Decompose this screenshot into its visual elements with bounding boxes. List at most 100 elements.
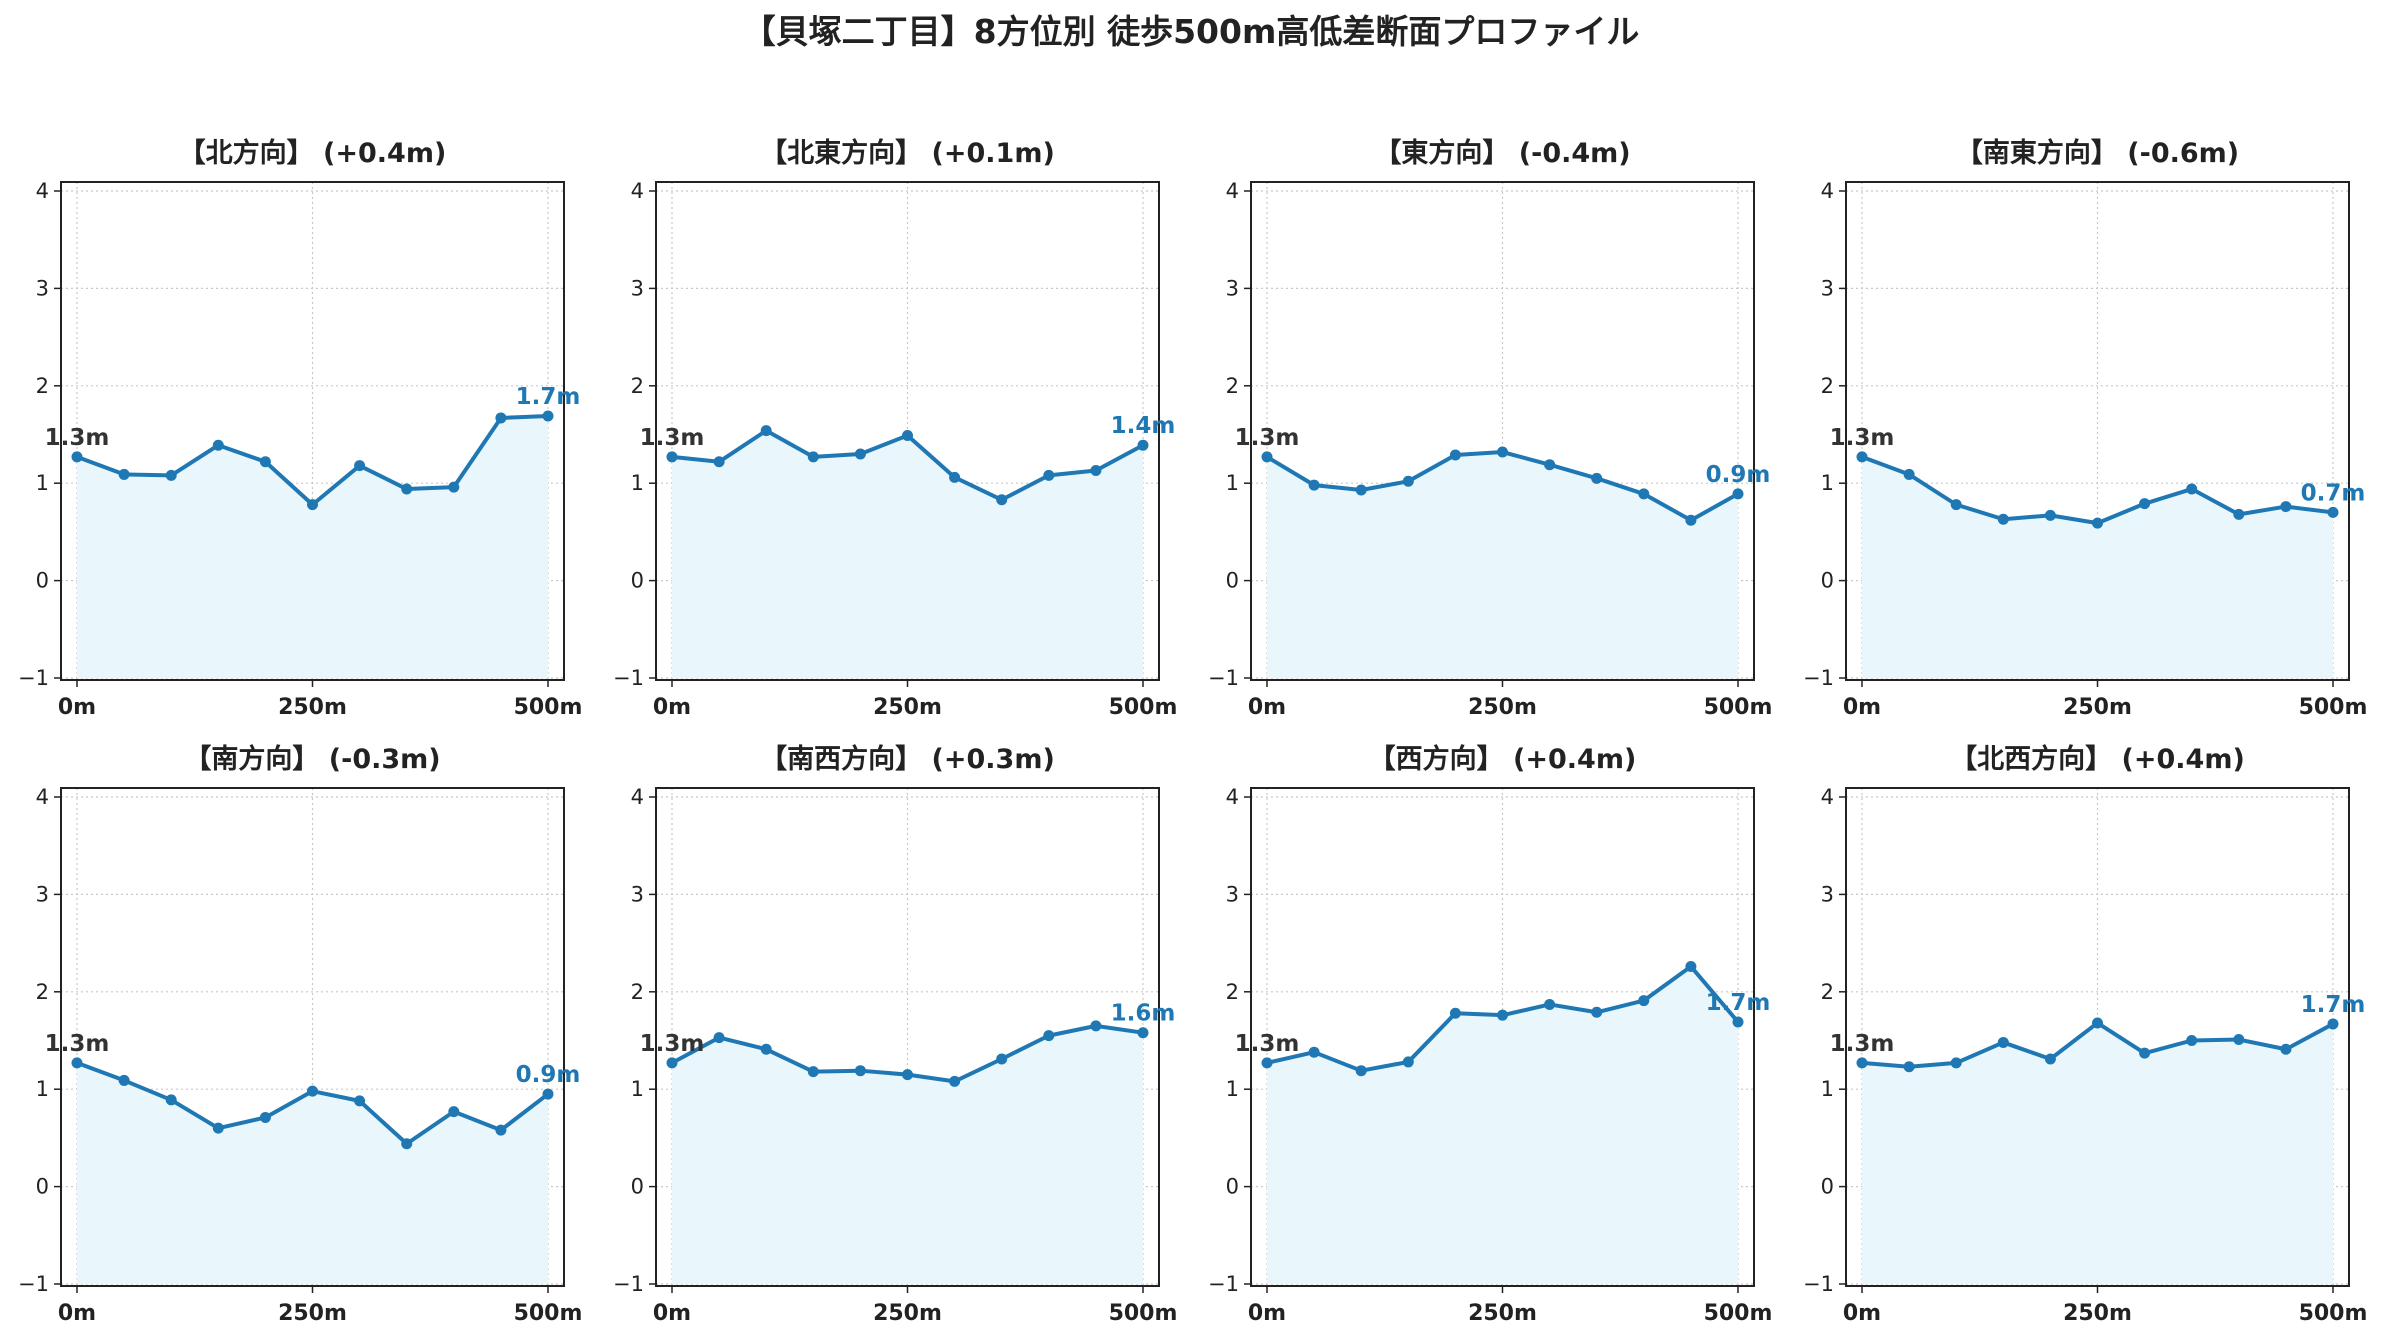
data-point (212, 1122, 224, 1134)
subplot-8: 【北西方向】 (+0.4m) −1 0 1 2 3 4 0m 250m 500m 1.3m 1.7m (1803, 743, 2367, 1326)
y-tick-label: 0 (1821, 1175, 1834, 1199)
y-tick-label: −1 (1208, 1272, 1239, 1296)
data-point (1043, 1030, 1055, 1042)
subplot-title: 【東方向】 (-0.4m) (1374, 137, 1630, 169)
end-value-label: 0.9m (516, 1062, 581, 1088)
data-point (949, 471, 961, 483)
data-point (542, 1088, 554, 1100)
data-point (1544, 459, 1556, 471)
x-tick-label: 0m (1843, 1301, 1881, 1326)
y-tick-label: 0 (631, 569, 644, 593)
data-point (2139, 498, 2151, 510)
y-tick-label: 2 (1821, 374, 1834, 398)
y-tick-label: 0 (1821, 569, 1834, 593)
data-point (2327, 506, 2339, 518)
y-tick-label: 1 (36, 1077, 49, 1101)
data-point (1997, 1036, 2009, 1048)
y-tick-label: −1 (1803, 666, 1834, 690)
data-point (2233, 508, 2245, 520)
y-tick-label: 4 (36, 179, 49, 203)
data-point (495, 412, 507, 424)
y-tick-label: 1 (1226, 1077, 1239, 1101)
data-point (307, 499, 318, 511)
data-point (2092, 517, 2103, 529)
data-point (1685, 960, 1697, 972)
y-tick-label: 3 (36, 276, 49, 300)
data-point (1449, 449, 1461, 461)
x-tick-label: 500m (2299, 695, 2368, 720)
y-tick-label: 4 (36, 785, 49, 809)
y-tick-label: 2 (631, 374, 644, 398)
x-tick-label: 0m (1248, 1301, 1286, 1326)
data-point (259, 456, 271, 468)
x-tick-label: 0m (653, 695, 691, 720)
y-tick-label: 0 (1226, 1175, 1239, 1199)
data-point (212, 439, 224, 451)
data-point (165, 469, 177, 481)
y-tick-label: 3 (1226, 276, 1239, 300)
end-value-label: 0.9m (1706, 462, 1771, 488)
y-tick-label: 0 (631, 1175, 644, 1199)
y-tick-label: 4 (1226, 785, 1239, 809)
x-tick-label: 250m (1468, 695, 1537, 720)
y-tick-label: 0 (36, 1175, 49, 1199)
y-tick-label: −1 (18, 1272, 49, 1296)
data-point (2327, 1018, 2339, 1030)
area-fill (77, 1062, 548, 1284)
start-value-label: 1.3m (640, 425, 705, 451)
data-point (854, 448, 866, 460)
data-point (1402, 475, 1414, 487)
y-tick-label: 2 (36, 374, 49, 398)
data-point (1950, 1057, 1962, 1069)
x-tick-label: 500m (1109, 695, 1178, 720)
start-value-label: 1.3m (1830, 1031, 1895, 1057)
data-point (713, 456, 725, 468)
end-value-label: 0.7m (2301, 480, 2366, 506)
y-tick-label: 2 (1226, 980, 1239, 1004)
data-point (666, 451, 678, 463)
x-tick-label: 0m (1843, 695, 1881, 720)
y-tick-label: 0 (36, 569, 49, 593)
subplot-7: 【西方向】 (+0.4m) −1 0 1 2 3 4 0m 250m 500m 1.3m 1.7m (1208, 743, 1772, 1326)
y-tick-label: −1 (1803, 1272, 1834, 1296)
x-tick-label: 250m (278, 695, 347, 720)
data-point (1497, 446, 1508, 458)
y-tick-label: 3 (1226, 882, 1239, 906)
data-point (2233, 1034, 2245, 1046)
x-tick-label: 500m (1704, 1301, 1773, 1326)
data-point (1591, 1006, 1603, 1018)
start-value-label: 1.3m (1830, 425, 1895, 451)
data-point (854, 1065, 866, 1077)
subplot-title: 【北東方向】 (+0.1m) (760, 137, 1055, 169)
data-point (807, 451, 819, 463)
start-value-label: 1.3m (640, 1031, 705, 1057)
data-point (1638, 995, 1650, 1007)
data-point (1308, 1046, 1320, 1058)
area-fill (672, 430, 1143, 678)
end-value-label: 1.4m (1111, 413, 1176, 439)
x-tick-label: 250m (1468, 1301, 1537, 1326)
data-point (1997, 513, 2009, 525)
data-point (448, 1106, 460, 1118)
subplot-3: 【東方向】 (-0.4m) −1 0 1 2 3 4 0m 250m 500m 1.3m 0.9m (1208, 137, 1772, 720)
figure-title: 【貝塚二丁目】8方位別 徒歩500m高低差断面プロファイル (743, 12, 1640, 51)
data-point (1903, 468, 1915, 480)
y-tick-label: −1 (1208, 666, 1239, 690)
area-fill (77, 415, 548, 678)
data-point (71, 451, 83, 463)
data-point (1402, 1056, 1414, 1068)
x-tick-label: 500m (514, 1301, 583, 1326)
data-point (354, 460, 366, 472)
start-value-label: 1.3m (1235, 425, 1300, 451)
subplot-title: 【南方向】 (-0.3m) (184, 743, 440, 775)
data-point (1638, 488, 1650, 500)
x-tick-label: 250m (873, 1301, 942, 1326)
y-tick-label: 3 (1821, 882, 1834, 906)
area-fill (1267, 966, 1738, 1284)
x-tick-label: 250m (2063, 695, 2132, 720)
data-point (307, 1085, 318, 1097)
x-tick-label: 0m (58, 695, 96, 720)
data-point (1732, 488, 1744, 500)
